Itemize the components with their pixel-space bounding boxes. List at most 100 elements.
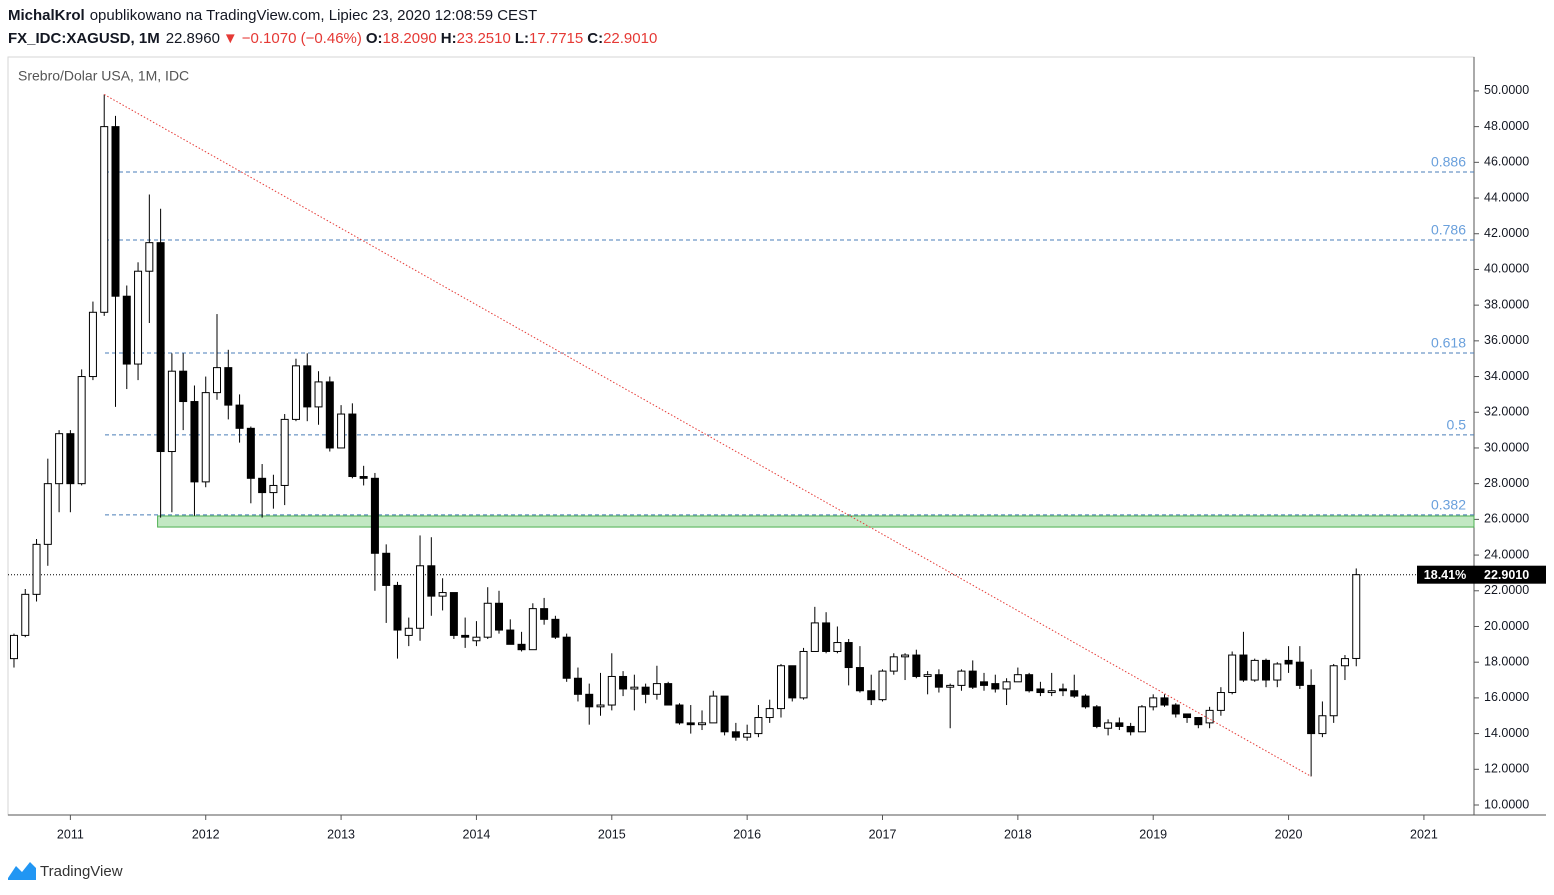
candle-body bbox=[923, 674, 932, 677]
x-tick-label: 2013 bbox=[327, 827, 355, 841]
candle-body bbox=[382, 552, 391, 586]
candle-body bbox=[675, 704, 684, 724]
y-tick-label: 48.0000 bbox=[1484, 119, 1529, 133]
candle-body bbox=[664, 683, 673, 706]
candle-body bbox=[1239, 654, 1248, 681]
candle-body bbox=[280, 418, 289, 486]
candle-body bbox=[122, 295, 131, 365]
ohlc-value: 17.7715 bbox=[529, 30, 583, 47]
candle-body bbox=[776, 665, 785, 710]
candle-body bbox=[1137, 706, 1146, 733]
candle-body bbox=[111, 126, 120, 297]
candle-body bbox=[946, 684, 955, 688]
y-tick-label: 50.0000 bbox=[1484, 83, 1529, 97]
candle-body bbox=[1171, 704, 1180, 715]
y-tick-label: 44.0000 bbox=[1484, 190, 1529, 204]
candle-body bbox=[88, 311, 97, 378]
candle-body bbox=[517, 643, 526, 651]
candle-body bbox=[1273, 663, 1282, 681]
candle-body bbox=[258, 477, 267, 494]
x-tick-label: 2018 bbox=[1004, 827, 1032, 841]
change-label-box bbox=[1417, 565, 1474, 584]
candle-body bbox=[156, 242, 165, 453]
candle-body bbox=[833, 642, 842, 652]
candle-body bbox=[957, 670, 966, 686]
candle-body bbox=[652, 683, 661, 695]
candle-body bbox=[585, 693, 594, 708]
author: MichalKrol bbox=[8, 7, 85, 24]
candle-body bbox=[201, 392, 210, 483]
candle-body bbox=[855, 667, 864, 692]
candle-body bbox=[1262, 659, 1271, 681]
candle-body bbox=[1205, 709, 1214, 724]
y-tick-label: 30.0000 bbox=[1484, 440, 1529, 454]
y-tick-label: 10.0000 bbox=[1484, 797, 1529, 811]
y-tick-label: 22.0000 bbox=[1484, 583, 1529, 597]
candle-body bbox=[596, 704, 605, 708]
candle-body bbox=[867, 690, 876, 701]
candle-body bbox=[607, 675, 616, 706]
candle-body bbox=[32, 543, 41, 595]
candle-body bbox=[810, 622, 819, 652]
candle-body bbox=[291, 365, 300, 420]
candle-body bbox=[246, 427, 255, 479]
symbol: FX_IDC:XAGUSD, 1M bbox=[8, 30, 160, 47]
candle-body bbox=[630, 686, 639, 690]
x-tick-label: 2019 bbox=[1139, 827, 1167, 841]
ohlc-value: 18.2090 bbox=[383, 30, 437, 47]
candle-body bbox=[472, 636, 481, 642]
x-tick-label: 2015 bbox=[598, 827, 626, 841]
fib-label: 0.786 bbox=[1431, 222, 1466, 238]
candle-body bbox=[889, 656, 898, 672]
candle-body bbox=[303, 365, 312, 408]
candle-body bbox=[731, 731, 740, 738]
candle-body bbox=[1340, 658, 1349, 667]
candle-body bbox=[190, 401, 199, 483]
header-line-2: FX_IDC:XAGUSD, 1M 22.8960 ▼ −0.1070 (−0.46%… bbox=[8, 30, 657, 47]
candle-body bbox=[551, 618, 560, 638]
fib-label: 0.886 bbox=[1431, 154, 1466, 170]
brand: TradingView bbox=[40, 863, 123, 880]
candle-body bbox=[1250, 659, 1259, 681]
candle-body bbox=[1025, 674, 1034, 692]
candle-body bbox=[100, 126, 109, 313]
candle-body bbox=[709, 695, 718, 724]
candle-body bbox=[9, 634, 18, 660]
candle-body bbox=[573, 677, 582, 695]
candle-body bbox=[359, 476, 368, 479]
y-tick-label: 26.0000 bbox=[1484, 512, 1529, 526]
candle-body bbox=[991, 683, 1000, 690]
x-tick-label: 2016 bbox=[733, 827, 761, 841]
candle-body bbox=[337, 413, 346, 449]
candle-body bbox=[844, 642, 853, 669]
candle-body bbox=[314, 381, 323, 408]
y-tick-label: 12.0000 bbox=[1484, 762, 1529, 776]
candle-body bbox=[912, 654, 921, 677]
support-zone bbox=[157, 515, 1475, 528]
candle-body bbox=[765, 708, 774, 719]
candle-body bbox=[134, 270, 143, 365]
candle-body bbox=[235, 404, 244, 429]
plot-frame bbox=[7, 56, 1475, 816]
ohlc-key: O: bbox=[366, 30, 383, 47]
y-tick-label: 32.0000 bbox=[1484, 405, 1529, 419]
x-tick-label: 2011 bbox=[57, 827, 84, 841]
published: opublikowano na TradingView.com, Lipiec … bbox=[90, 7, 538, 24]
x-tick-label: 2021 bbox=[1410, 827, 1438, 841]
trend-line bbox=[103, 94, 1312, 777]
candle-body bbox=[416, 565, 425, 629]
candle-body bbox=[1307, 684, 1316, 735]
candle-body bbox=[427, 565, 436, 597]
fib-label: 0.5 bbox=[1447, 417, 1467, 433]
candle-body bbox=[438, 592, 447, 597]
candle-body bbox=[145, 242, 154, 272]
candle-body bbox=[461, 634, 470, 638]
candle-body bbox=[1149, 697, 1158, 708]
y-tick-label: 34.0000 bbox=[1484, 369, 1529, 383]
candle-body bbox=[167, 370, 176, 453]
ohlc-key: C: bbox=[587, 30, 603, 47]
candle-body bbox=[269, 484, 278, 494]
y-tick-label: 42.0000 bbox=[1484, 226, 1529, 240]
candle-body bbox=[1318, 715, 1327, 735]
legend: Srebro/Dolar USA, 1M, IDC bbox=[18, 68, 189, 84]
